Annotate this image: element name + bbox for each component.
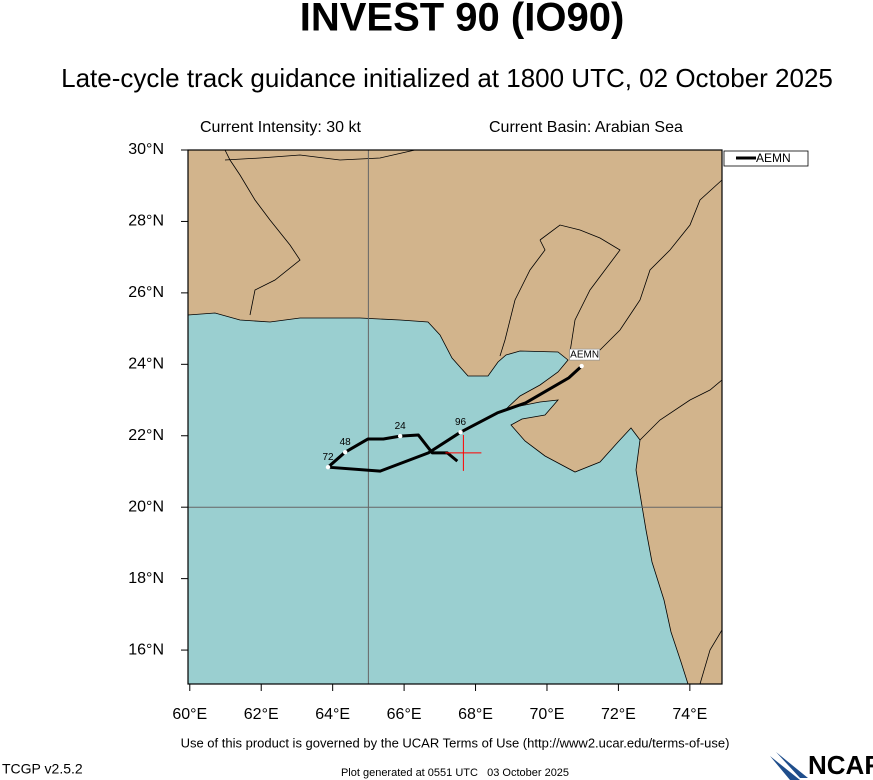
forecast-hour: 48 bbox=[340, 437, 352, 448]
y-tick-label: 28°N bbox=[128, 213, 164, 230]
y-tick-label: 30°N bbox=[128, 141, 164, 158]
track-point bbox=[458, 429, 463, 435]
track-label: AEMN bbox=[570, 350, 599, 361]
legend-box bbox=[723, 150, 809, 167]
track-point bbox=[342, 449, 348, 455]
track-point bbox=[325, 464, 331, 470]
ncar-logo: NCAR bbox=[770, 750, 873, 780]
forecast-hour: 96 bbox=[455, 417, 467, 428]
title: INVEST 90 (IO90) bbox=[300, 0, 625, 40]
x-tick-label: 64°E bbox=[315, 706, 350, 723]
x-tick-label: 72°E bbox=[601, 706, 636, 723]
track-point bbox=[579, 363, 584, 369]
y-tick-label: 18°N bbox=[128, 570, 164, 587]
logo-mark bbox=[770, 752, 808, 780]
forecast-hour: 72 bbox=[322, 452, 334, 463]
generated: Plot generated at 0551 UTC 03 October 20… bbox=[341, 767, 569, 779]
forecast-hour: 24 bbox=[395, 421, 407, 432]
terms-of-use: Use of this product is governed by the U… bbox=[181, 735, 730, 750]
graticule bbox=[188, 150, 722, 684]
y-tick-label: 22°N bbox=[128, 427, 164, 444]
y-tick-label: 16°N bbox=[128, 641, 164, 658]
logo-text: NCAR bbox=[808, 750, 873, 780]
y-tick-label: 24°N bbox=[128, 356, 164, 373]
x-tick-label: 66°E bbox=[387, 706, 422, 723]
x-tick-label: 62°E bbox=[244, 706, 279, 723]
basemap bbox=[188, 150, 722, 684]
legend-label: AEMN bbox=[756, 151, 791, 165]
x-tick-label: 60°E bbox=[172, 706, 207, 723]
y-tick-label: 26°N bbox=[128, 284, 164, 301]
version: TCGP v2.5.2 bbox=[2, 761, 83, 777]
track bbox=[326, 364, 583, 473]
frame bbox=[187, 149, 723, 685]
subtitle: Late-cycle track guidance initialized at… bbox=[61, 63, 833, 93]
borders bbox=[224, 150, 722, 684]
y-tick-label: 20°N bbox=[128, 498, 164, 515]
current-intensity: Current Intensity: 30 kt bbox=[200, 119, 362, 136]
current-basin: Current Basin: Arabian Sea bbox=[489, 119, 683, 136]
track-label-box bbox=[569, 348, 600, 361]
x-tick-label: 74°E bbox=[672, 706, 707, 723]
x-tick-label: 70°E bbox=[530, 706, 565, 723]
x-tick-label: 68°E bbox=[458, 706, 493, 723]
track-point bbox=[397, 433, 403, 439]
